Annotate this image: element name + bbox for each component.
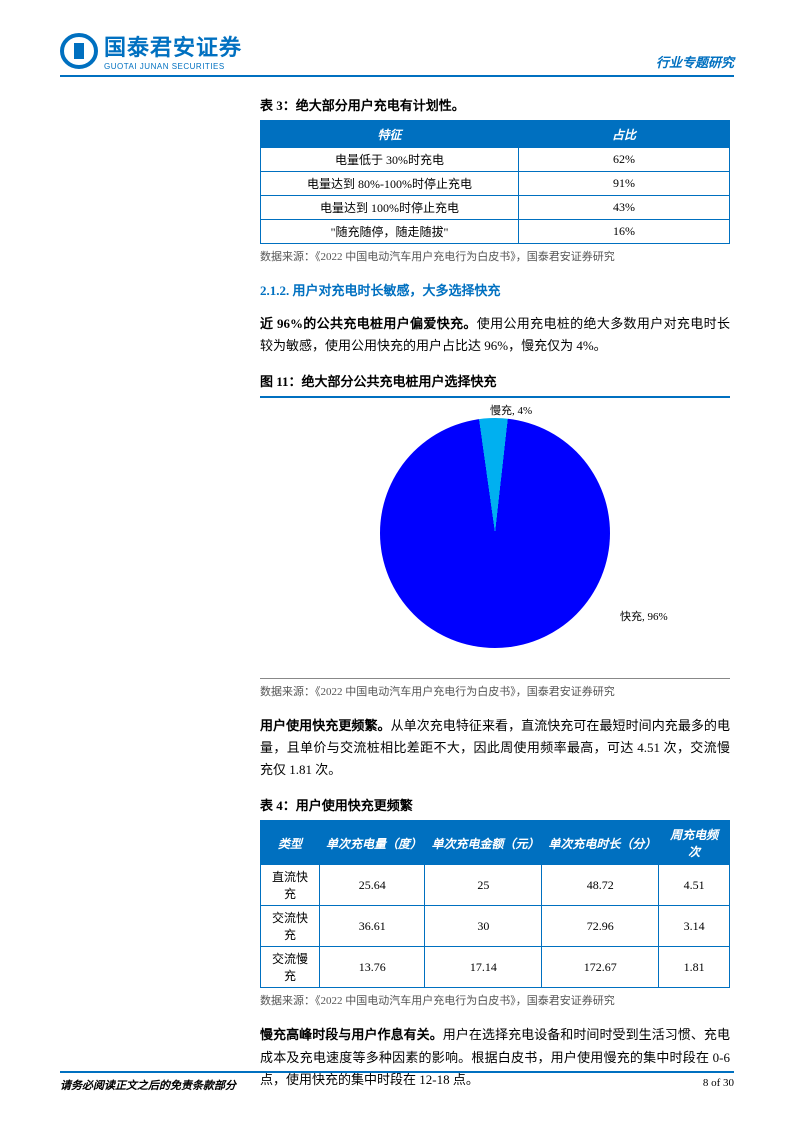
table-row: 电量低于 30%时充电62%: [261, 148, 730, 172]
table-row: "随充随停，随走随拔"16%: [261, 220, 730, 244]
table3-source: 数据来源：《2022 中国电动汽车用户充电行为白皮书》，国泰君安证券研究: [260, 248, 730, 264]
logo-text-cn: 国泰君安证券: [104, 30, 242, 62]
page-header: 国泰君安证券 GUOTAI JUNAN SECURITIES 行业专题研究: [60, 30, 734, 77]
para-freq: 用户使用快充更频繁。从单次充电特征来看，直流快充可在最短时间内充最多的电量，且单…: [260, 715, 730, 781]
table-cell: 直流快充: [261, 865, 320, 906]
para-96pct-bold: 近 96%的公共充电桩用户偏爱快充。: [260, 316, 477, 331]
para-peak-bold: 慢充高峰时段与用户作息有关。: [260, 1027, 443, 1042]
table3-header-cell: 特征: [261, 121, 519, 148]
table4-caption: 表 4：用户使用快充更频繁: [260, 795, 730, 814]
table-row: 电量达到 80%-100%时停止充电91%: [261, 172, 730, 196]
table-cell: 交流慢充: [261, 947, 320, 988]
table-cell: 91%: [518, 172, 729, 196]
table-cell: 17.14: [425, 947, 542, 988]
table3: 特征占比 电量低于 30%时充电62%电量达到 80%-100%时停止充电91%…: [260, 120, 730, 244]
table4-header-cell: 周充电频次: [659, 821, 730, 865]
table-row: 交流慢充13.7617.14172.671.81: [261, 947, 730, 988]
table-cell: 电量达到 100%时停止充电: [261, 196, 519, 220]
table-cell: 16%: [518, 220, 729, 244]
table-cell: 172.67: [542, 947, 659, 988]
table4-header-cell: 类型: [261, 821, 320, 865]
table-cell: "随充随停，随走随拔": [261, 220, 519, 244]
table-cell: 电量低于 30%时充电: [261, 148, 519, 172]
para-96pct: 近 96%的公共充电桩用户偏爱快充。使用公用充电桩的绝大多数用户对充电时长较为敏…: [260, 313, 730, 357]
table4-header-cell: 单次充电量（度）: [319, 821, 425, 865]
table-cell: 36.61: [319, 906, 425, 947]
table-cell: 4.51: [659, 865, 730, 906]
pie-label-slow: 慢充, 4%: [490, 402, 532, 418]
table4-header-cell: 单次充电金额（元）: [425, 821, 542, 865]
footer-page-number: 8 of 30: [703, 1077, 734, 1093]
pie-chart: [380, 418, 610, 648]
logo-text-en: GUOTAI JUNAN SECURITIES: [104, 62, 242, 71]
table-cell: 30: [425, 906, 542, 947]
figure11-source: 数据来源：《2022 中国电动汽车用户充电行为白皮书》，国泰君安证券研究: [260, 683, 730, 699]
table-cell: 25: [425, 865, 542, 906]
section-heading-212: 2.1.2. 用户对充电时长敏感，大多选择快充: [260, 280, 730, 299]
table4-source: 数据来源：《2022 中国电动汽车用户充电行为白皮书》，国泰君安证券研究: [260, 992, 730, 1008]
figure11-chart: 慢充, 4% 快充, 96%: [260, 398, 730, 678]
table-row: 交流快充36.613072.963.14: [261, 906, 730, 947]
logo-icon: [60, 33, 98, 69]
para-freq-bold: 用户使用快充更频繁。: [260, 718, 391, 733]
table-cell: 1.81: [659, 947, 730, 988]
table-cell: 3.14: [659, 906, 730, 947]
table-cell: 13.76: [319, 947, 425, 988]
figure11-caption: 图 11：绝大部分公共充电桩用户选择快充: [260, 371, 730, 390]
table3-header-cell: 占比: [518, 121, 729, 148]
pie-label-fast: 快充, 96%: [620, 608, 668, 624]
table-cell: 电量达到 80%-100%时停止充电: [261, 172, 519, 196]
table4-header-cell: 单次充电时长（分）: [542, 821, 659, 865]
page-footer: 请务必阅读正文之后的免责条款部分 8 of 30: [60, 1071, 734, 1093]
footer-disclaimer: 请务必阅读正文之后的免责条款部分: [60, 1077, 236, 1093]
table4: 类型单次充电量（度）单次充电金额（元）单次充电时长（分）周充电频次 直流快充25…: [260, 820, 730, 988]
figure11-bottom-rule: [260, 678, 730, 679]
table-row: 电量达到 100%时停止充电43%: [261, 196, 730, 220]
table-cell: 62%: [518, 148, 729, 172]
table-cell: 交流快充: [261, 906, 320, 947]
table-cell: 48.72: [542, 865, 659, 906]
header-category: 行业专题研究: [656, 52, 734, 71]
table-row: 直流快充25.642548.724.51: [261, 865, 730, 906]
table3-caption: 表 3：绝大部分用户充电有计划性。: [260, 95, 730, 114]
table-cell: 72.96: [542, 906, 659, 947]
table-cell: 43%: [518, 196, 729, 220]
logo: 国泰君安证券 GUOTAI JUNAN SECURITIES: [60, 30, 242, 71]
table-cell: 25.64: [319, 865, 425, 906]
content-column: 表 3：绝大部分用户充电有计划性。 特征占比 电量低于 30%时充电62%电量达…: [260, 95, 730, 1091]
